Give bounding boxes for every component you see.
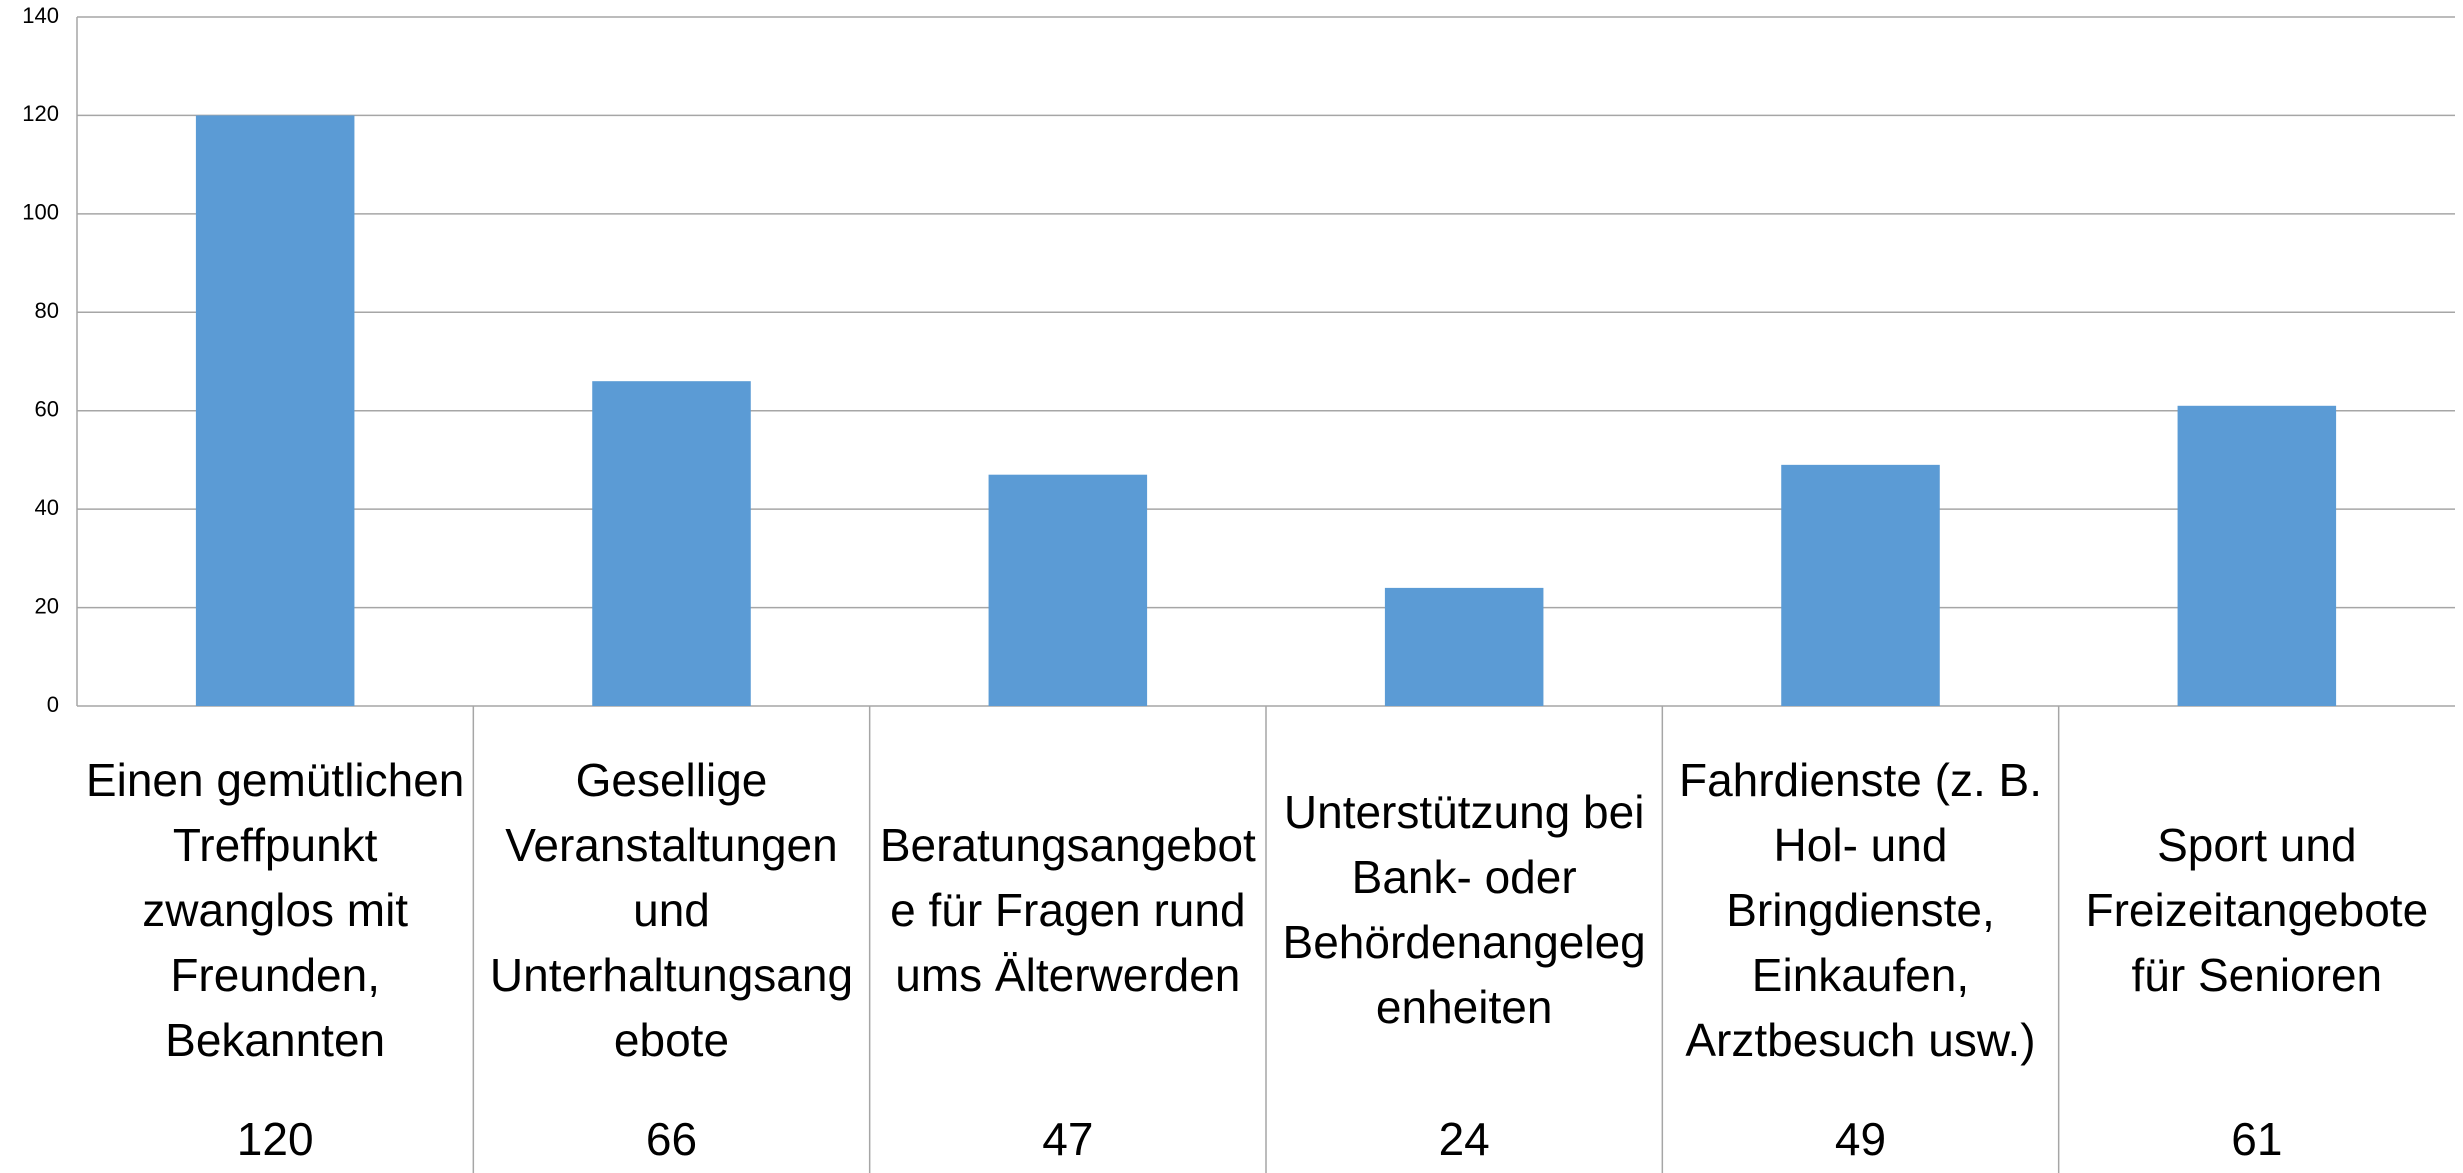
bar <box>2177 405 2337 706</box>
bar <box>195 115 355 706</box>
data-label: 66 <box>645 1113 698 1165</box>
x-tick-label: Einen gemütlichen Treffpunkt zwanglos mi… <box>85 753 465 1066</box>
bar <box>592 381 751 706</box>
bar <box>1781 464 1940 706</box>
data-label: 61 <box>2231 1113 2283 1165</box>
x-tick-label: Sport und Freizeitangebote für Senioren <box>2085 818 2429 1001</box>
y-tick-label: 60 <box>35 397 59 422</box>
data-label: 24 <box>1438 1113 1490 1165</box>
bar <box>988 474 1148 706</box>
x-tick-label: Fahrdienste (z. B. Hol- und Bringdienste… <box>1678 753 2043 1066</box>
x-tick-label: Beratungsangebote für Fragen rund ums Äl… <box>879 818 1256 1001</box>
y-tick-label: 40 <box>35 495 59 520</box>
data-label: 120 <box>236 1113 314 1165</box>
y-tick-label: 120 <box>22 101 59 126</box>
y-tick-label: 0 <box>47 692 59 717</box>
x-tick-label: Gesellige Veranstaltungen und Unterhaltu… <box>489 753 854 1066</box>
data-label: 47 <box>1042 1113 1094 1165</box>
bar <box>1384 587 1544 706</box>
y-tick-label: 140 <box>22 3 59 28</box>
x-tick-label: Unterstützung bei Bank- oder Behördenang… <box>1282 786 1646 1033</box>
y-tick-label: 80 <box>35 298 59 323</box>
y-tick-label: 100 <box>22 200 59 225</box>
data-label: 49 <box>1834 1113 1887 1165</box>
y-tick-label: 20 <box>35 593 59 618</box>
